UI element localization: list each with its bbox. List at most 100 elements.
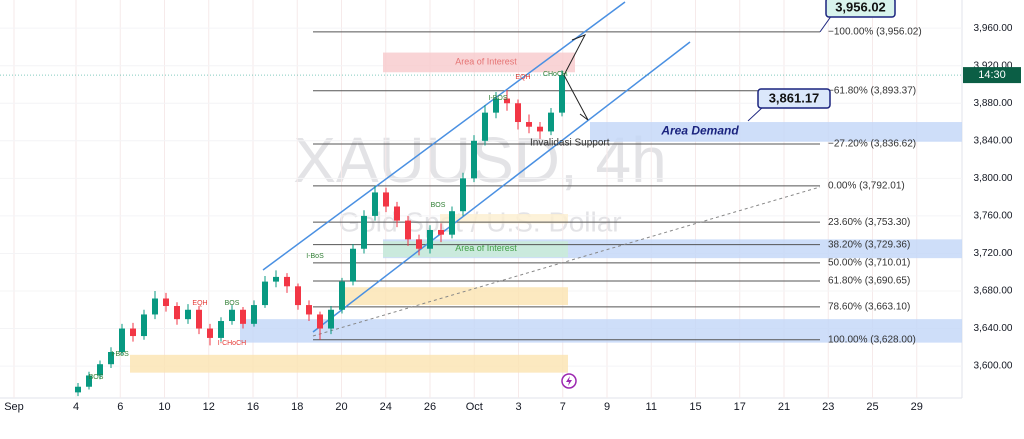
fib-label: 100.00% (3,628.00) [828,334,916,345]
candle-body [526,122,532,127]
x-tick-label: 10 [158,401,170,413]
candle-body [460,178,466,212]
fib-label: 38.20% (3,729.36) [828,239,910,250]
trend-line [312,186,821,337]
candle-body [218,321,224,338]
candle-body [504,98,510,104]
x-tick-label: 4 [73,401,79,413]
candle-body [185,309,191,320]
event-icon-bolt [566,376,572,386]
zone [440,214,568,224]
candle-body [438,229,444,235]
annotation: Invalidasi Support [530,137,610,148]
fib-label: 61.80% (3,690.65) [828,276,910,287]
candle-body [251,305,257,324]
zone [130,354,568,373]
x-tick-label: 9 [604,401,610,413]
candle-body [372,192,378,216]
candle-body [383,192,389,207]
zone [240,319,962,343]
callout-label: 3,861.17 [769,90,820,105]
candle-body [86,375,92,387]
y-tick-label: 3,800.00 [974,173,1013,184]
fib-label: −27.20% (3,836.62) [828,139,916,150]
structure-marker: BOS [225,300,240,307]
x-tick-label: 21 [778,401,790,413]
y-tick-label: 3,720.00 [974,248,1013,259]
candle-body [306,305,312,315]
x-tick-label: 29 [911,401,923,413]
price-badge [963,67,1021,84]
candle-body [515,103,521,123]
structure-marker: I-BoS [306,253,324,260]
candle-body [416,239,422,249]
candle-body [273,276,279,282]
candle-body [97,364,103,376]
y-tick-label: 3,920.00 [974,60,1013,71]
candle-body [295,286,301,306]
structure-marker: BOS [89,374,104,381]
x-tick-label: 18 [291,401,303,413]
candle-body [75,386,81,393]
y-tick-label: 3,960.00 [974,23,1013,34]
zone-label: Area of Interest [455,243,517,253]
fib-label: 0.00% (3,792.01) [828,180,905,191]
structure-marker: I-CHoCH [218,340,246,347]
channel-line [312,41,691,333]
candle-body [405,220,411,240]
fib-label: −61.80% (3,893.37) [828,85,916,96]
x-tick-label: 11 [646,401,657,413]
structure-marker: CHoCH [543,71,567,78]
x-tick-label: 16 [247,401,259,413]
candle-body [163,298,169,307]
candle-body [108,352,114,365]
candle-body [119,328,125,353]
callout-box [757,88,831,109]
candle-body [361,215,367,249]
x-tick-label: 24 [380,401,392,413]
fib-label: −100.00% (3,956.02) [828,27,922,38]
candle-body [427,229,433,249]
candle-body [262,281,268,306]
candle-body [284,276,290,287]
zone [345,287,568,306]
zone [383,52,575,73]
candle-body [394,206,400,221]
x-tick-label: 25 [866,401,878,413]
candle-body [174,306,180,320]
candle-body [207,328,213,338]
countdown: 14:30 [978,69,1006,81]
projection-arrow [563,74,589,121]
structure-marker: I-BoS [111,351,129,358]
x-tick-label: 23 [822,401,834,413]
x-tick-label: 15 [689,401,701,413]
structure-marker: BOS [431,202,446,209]
candle-body [471,140,477,179]
x-tick-label: 26 [424,401,436,413]
y-tick-label: 3,680.00 [974,286,1013,297]
x-tick-label: 17 [734,401,746,413]
y-tick-label: 3,600.00 [974,361,1013,372]
x-tick-label: Sep [4,401,24,413]
candle-body [449,211,455,235]
candle-body [482,112,488,141]
zone-label: Area of Interest [455,56,517,66]
candle-body [559,75,565,113]
y-tick-label: 3,840.00 [974,135,1013,146]
y-tick-label: 3,640.00 [974,323,1013,334]
candle-body [328,309,334,329]
structure-marker: EQH [192,300,207,307]
candle-body [537,126,543,132]
y-tick-label: 3,760.00 [974,211,1013,222]
candle-body [317,314,323,329]
candle-body [152,298,158,315]
x-tick-label: 12 [203,401,215,413]
x-tick-label: 6 [117,401,123,413]
x-tick-label: 7 [560,401,566,413]
structure-marker: I-BOS [488,95,507,102]
y-tick-label: 3,880.00 [974,98,1013,109]
candle-body [240,309,246,324]
zone [590,122,962,142]
candle-body [493,98,499,113]
fib-label: 78.60% (3,663.10) [828,301,910,312]
